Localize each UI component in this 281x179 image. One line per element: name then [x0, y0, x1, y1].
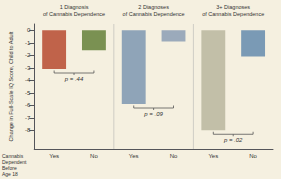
svg-text:No: No: [90, 153, 98, 159]
svg-text:-3: -3: [25, 65, 31, 71]
svg-text:of Cannabis Dependence: of Cannabis Dependence: [43, 11, 105, 17]
svg-text:0: 0: [27, 27, 31, 33]
svg-text:Age 18: Age 18: [2, 171, 18, 177]
svg-text:No: No: [249, 153, 257, 159]
svg-text:Yes: Yes: [208, 153, 218, 159]
svg-text:-4: -4: [25, 77, 31, 83]
svg-text:-5: -5: [25, 90, 31, 96]
svg-text:No: No: [170, 153, 178, 159]
svg-text:Dependent: Dependent: [2, 159, 27, 165]
svg-text:Change in Full-Scale IQ Score,: Change in Full-Scale IQ Score, Child to …: [8, 31, 14, 141]
svg-text:of Cannabis Dependence: of Cannabis Dependence: [123, 11, 185, 17]
svg-text:-1: -1: [25, 40, 31, 46]
svg-text:Before: Before: [2, 165, 17, 171]
svg-text:-2: -2: [25, 52, 31, 58]
svg-text:-8: -8: [25, 127, 31, 133]
svg-text:of Cannabis Dependence: of Cannabis Dependence: [202, 11, 264, 17]
svg-text:p = .44: p = .44: [64, 76, 84, 82]
svg-text:-7: -7: [25, 115, 31, 121]
svg-text:p = .09: p = .09: [143, 111, 163, 117]
svg-text:3+ Diagnoses: 3+ Diagnoses: [216, 4, 250, 10]
svg-text:p = .02: p = .02: [223, 137, 243, 143]
svg-text:Cannabis: Cannabis: [2, 153, 24, 159]
svg-text:Yes: Yes: [129, 153, 139, 159]
svg-text:2 Diagnoses: 2 Diagnoses: [138, 4, 169, 10]
svg-text:Yes: Yes: [49, 153, 59, 159]
svg-text:-6: -6: [25, 102, 31, 108]
svg-text:1 Diagnosis: 1 Diagnosis: [60, 4, 89, 10]
